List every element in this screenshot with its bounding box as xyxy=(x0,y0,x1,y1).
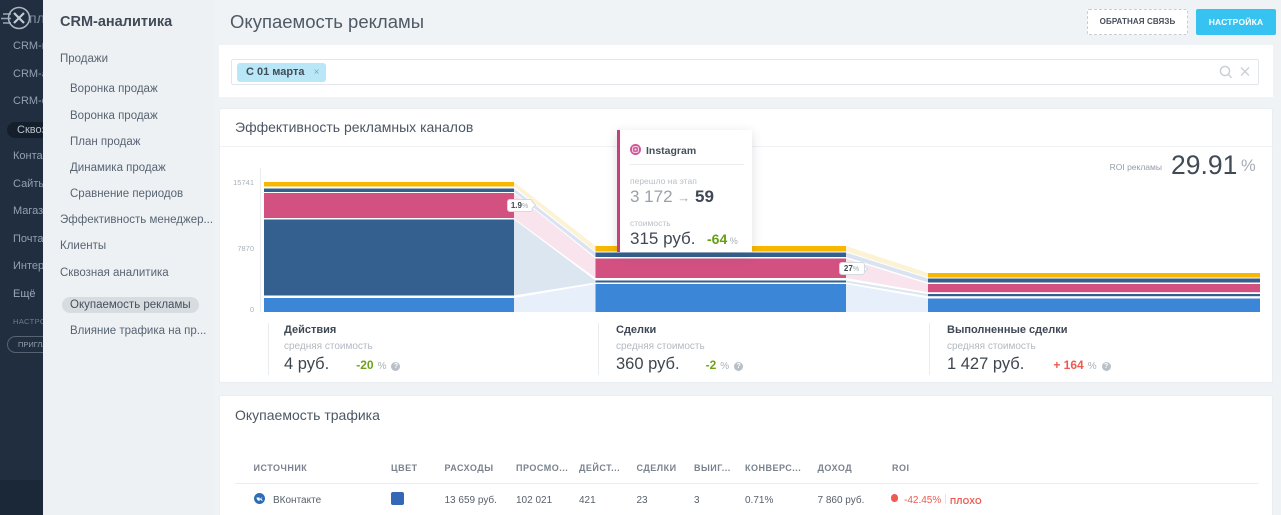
svg-text:0: 0 xyxy=(250,305,254,314)
svg-text:7870: 7870 xyxy=(237,244,254,253)
svg-text:15741: 15741 xyxy=(233,178,254,187)
svg-text:пла: пла xyxy=(29,10,43,26)
